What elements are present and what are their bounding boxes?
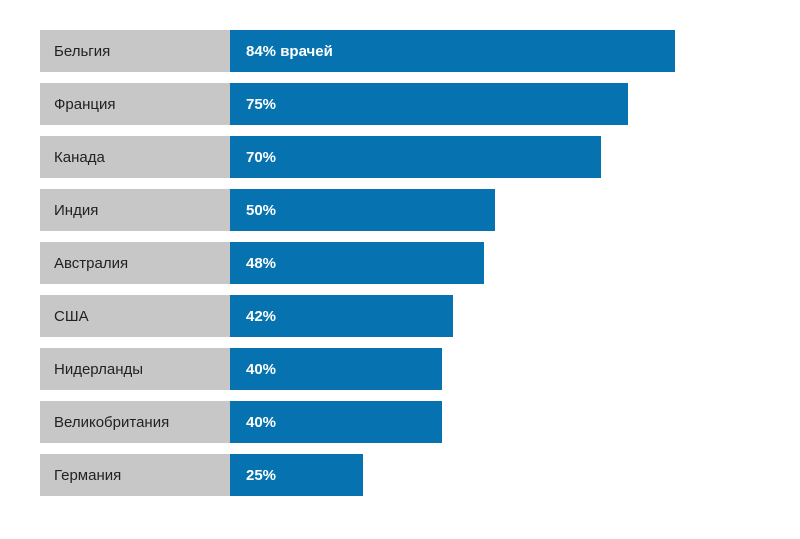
bar: 42% (230, 295, 453, 337)
bar-row: Нидерланды 40% (40, 348, 760, 390)
bar-row: Канада 70% (40, 136, 760, 178)
bar-cell: 84% врачей (230, 30, 760, 72)
bar-label: Нидерланды (40, 348, 230, 390)
bar-label: США (40, 295, 230, 337)
bar-value-label: 50% (246, 202, 276, 219)
bar-cell: 50% (230, 189, 760, 231)
bar-value-label: 70% (246, 149, 276, 166)
bar: 40% (230, 348, 442, 390)
bar-row: Австралия 48% (40, 242, 760, 284)
bar-value-label: 84% врачей (246, 43, 333, 60)
bar-row: Великобритания 40% (40, 401, 760, 443)
bar-value-label: 48% (246, 255, 276, 272)
bar-label: Австралия (40, 242, 230, 284)
bar-label: Индия (40, 189, 230, 231)
bar-label: Франция (40, 83, 230, 125)
bar-cell: 25% (230, 454, 760, 496)
bar-label: Бельгия (40, 30, 230, 72)
bar-row: Франция 75% (40, 83, 760, 125)
bar-row: Индия 50% (40, 189, 760, 231)
bar-cell: 42% (230, 295, 760, 337)
bar: 70% (230, 136, 601, 178)
bar-label: Великобритания (40, 401, 230, 443)
bar: 75% (230, 83, 628, 125)
bar-cell: 40% (230, 401, 760, 443)
bar-chart: Бельгия 84% врачей Франция 75% Канада 70% Инди… (40, 30, 760, 496)
bar-cell: 48% (230, 242, 760, 284)
bar-label: Германия (40, 454, 230, 496)
bar-value-label: 40% (246, 361, 276, 378)
bar-value-label: 40% (246, 414, 276, 431)
bar-cell: 40% (230, 348, 760, 390)
bar-cell: 75% (230, 83, 760, 125)
bar-value-label: 25% (246, 467, 276, 484)
bar-row: США 42% (40, 295, 760, 337)
bar: 48% (230, 242, 484, 284)
bar: 84% врачей (230, 30, 675, 72)
bar: 50% (230, 189, 495, 231)
bar-row: Бельгия 84% врачей (40, 30, 760, 72)
bar: 25% (230, 454, 363, 496)
bar-row: Германия 25% (40, 454, 760, 496)
bar-label: Канада (40, 136, 230, 178)
bar-cell: 70% (230, 136, 760, 178)
bar-value-label: 75% (246, 96, 276, 113)
bar: 40% (230, 401, 442, 443)
bar-value-label: 42% (246, 308, 276, 325)
